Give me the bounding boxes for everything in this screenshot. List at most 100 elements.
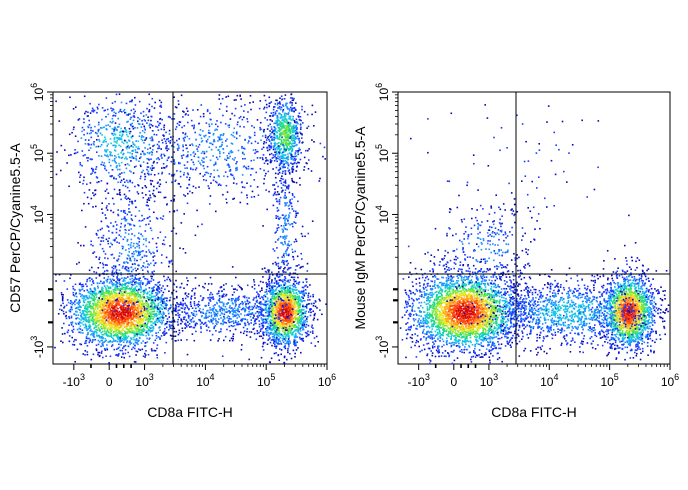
event-dot (291, 102, 293, 104)
event-dot (168, 278, 171, 281)
event-dot (285, 138, 287, 141)
event-dot (122, 286, 124, 289)
event-dot (305, 310, 308, 313)
event-dot (178, 147, 180, 149)
event-dot (132, 293, 134, 295)
event-dot (305, 335, 308, 338)
event-dot (287, 158, 290, 161)
event-dot (97, 343, 100, 346)
event-dot (68, 154, 70, 157)
event-dot (127, 335, 130, 338)
event-dot (265, 103, 268, 106)
event-dot (301, 301, 303, 303)
event-dot (171, 324, 173, 327)
event-dot (270, 315, 273, 318)
event-dot (120, 292, 123, 294)
event-dot (272, 168, 274, 170)
event-dot (287, 333, 290, 335)
event-dot (280, 132, 282, 135)
event-dot (279, 151, 282, 154)
event-dot (100, 337, 103, 339)
event-dot (154, 298, 157, 300)
event-dot (165, 341, 168, 344)
event-dot (145, 334, 147, 337)
event-dot (95, 145, 98, 148)
event-dot (156, 292, 158, 294)
event-dot (111, 294, 114, 296)
event-dot (71, 336, 73, 339)
event-dot (124, 320, 127, 323)
event-dot (127, 288, 130, 290)
event-dot (290, 93, 293, 95)
event-dot (261, 345, 264, 348)
event-dot (278, 267, 281, 269)
event-dot (294, 324, 297, 326)
event-dot (298, 137, 300, 140)
event-dot (286, 122, 288, 124)
event-dot (129, 340, 131, 342)
event-dot (78, 318, 81, 320)
event-dot (74, 300, 76, 302)
event-dot (79, 328, 82, 330)
event-dot (107, 290, 110, 293)
event-dot (102, 323, 104, 326)
event-dot (274, 343, 276, 346)
event-dot (258, 325, 261, 328)
event-dot (101, 300, 104, 303)
event-dot (282, 336, 285, 338)
event-dot (71, 329, 73, 332)
event-dot (77, 322, 80, 325)
event-dot (158, 316, 161, 319)
event-dot (160, 319, 163, 322)
event-dot (152, 279, 155, 281)
event-dot (125, 289, 127, 292)
event-dot (274, 142, 276, 144)
event-dot (263, 178, 266, 180)
event-dot (270, 281, 273, 284)
event-dot (276, 110, 278, 112)
event-dot (123, 171, 126, 174)
event-dot (122, 341, 125, 343)
event-dot (289, 125, 292, 127)
event-dot (111, 295, 114, 297)
event-dot (152, 318, 154, 320)
event-dot (280, 353, 282, 356)
event-dot (87, 331, 89, 334)
event-dot (144, 352, 146, 355)
event-dot (126, 163, 129, 165)
event-dot (107, 341, 109, 343)
event-dot (266, 163, 269, 165)
event-dot (150, 295, 153, 297)
event-dot (159, 307, 162, 309)
event-dot (99, 303, 102, 305)
event-dot (112, 337, 114, 339)
event-dot (151, 303, 153, 306)
event-dot (101, 134, 103, 136)
event-dot (291, 288, 293, 290)
event-dot (278, 147, 280, 150)
event-dot (123, 324, 125, 326)
event-dot (135, 299, 138, 301)
event-dot (82, 317, 85, 320)
event-dot (124, 157, 126, 160)
event-dot (112, 326, 114, 328)
event-dot (98, 328, 101, 331)
event-dot (261, 303, 264, 305)
event-dot (301, 317, 304, 320)
event-dot (271, 271, 273, 274)
event-dot (108, 318, 111, 321)
event-dot (143, 316, 146, 319)
event-dot (95, 168, 97, 170)
event-dot (117, 174, 120, 177)
event-dot (139, 283, 142, 286)
event-dot (122, 301, 124, 303)
event-dot (81, 297, 84, 299)
event-dot (123, 356, 125, 359)
event-dot (146, 327, 148, 329)
event-dot (153, 316, 155, 318)
event-dot (72, 294, 75, 296)
event-dot (175, 305, 178, 308)
event-dot (120, 304, 123, 307)
event-dot (139, 318, 142, 320)
event-dot (111, 314, 114, 316)
